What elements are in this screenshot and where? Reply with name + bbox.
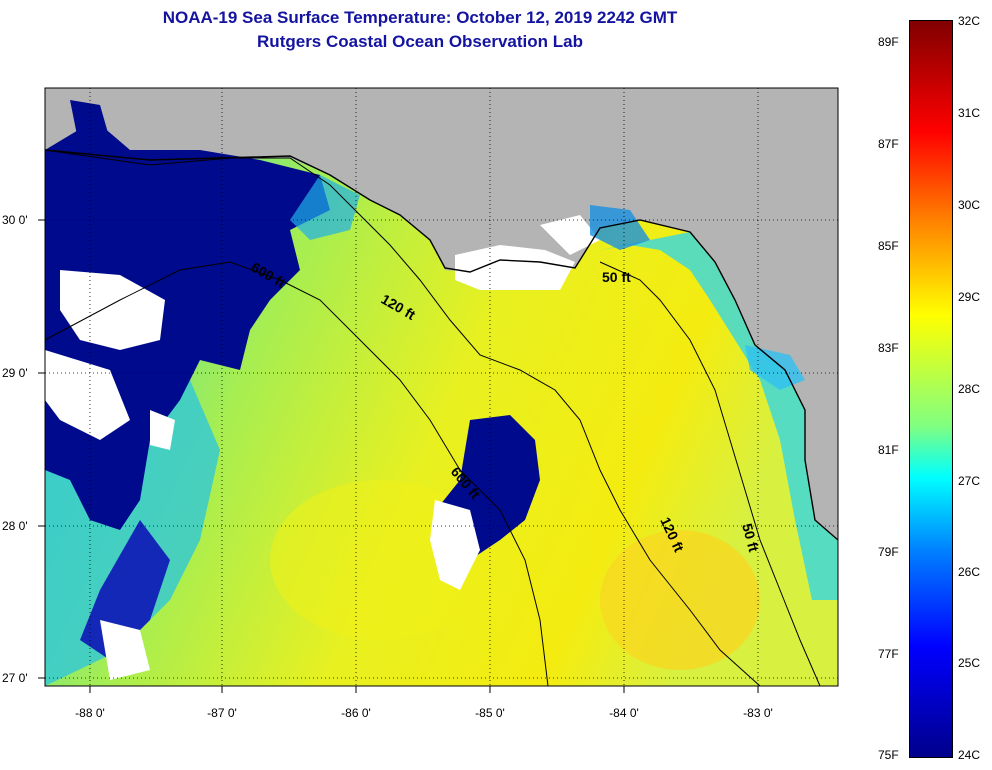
x-tick-label: -84 0' <box>609 706 639 720</box>
x-tick-label: -88 0' <box>75 706 105 720</box>
coastal-cool-water <box>600 232 838 600</box>
contour-label-50-north: 50 ft <box>602 269 631 285</box>
y-tick-label: 29 0' <box>2 366 28 380</box>
map-subtitle: Rutgers Coastal Ocean Observation Lab <box>257 32 583 51</box>
x-tick-label: -85 0' <box>475 706 505 720</box>
colorbar-f-label: 77F <box>878 647 899 661</box>
contour-120ft <box>45 149 761 686</box>
y-tick-label: 28 0' <box>2 519 28 533</box>
colorbar-c-label: 27C <box>958 474 981 488</box>
colorbar-c-label: 32C <box>958 14 981 28</box>
plot-frame <box>44 87 839 687</box>
x-tick-label: -83 0' <box>743 706 773 720</box>
colorbar-f-label: 85F <box>878 239 899 253</box>
map-title: NOAA-19 Sea Surface Temperature: October… <box>162 8 678 27</box>
warm-patch <box>600 530 760 670</box>
colorbar-f-label: 87F <box>878 137 899 151</box>
y-tick-label: 27 0' <box>2 671 28 685</box>
colorbar-c-label: 28C <box>958 382 981 396</box>
colorbar-c-label: 24C <box>958 748 981 762</box>
colorbar-c-label: 29C <box>958 290 981 304</box>
cloud-patch-west <box>60 270 165 350</box>
colorbar-c-label: 26C <box>958 565 981 579</box>
colorbar-f-label: 81F <box>878 443 899 457</box>
contour-50ft <box>599 261 821 686</box>
cloud-patch-coast <box>455 245 575 290</box>
contour-label-50-south: 50 ft <box>739 522 762 554</box>
colorbar-f-label: 83F <box>878 341 899 355</box>
x-tick-label: -87 0' <box>207 706 237 720</box>
coastline <box>45 149 838 541</box>
colorbar-c-label: 31C <box>958 106 981 120</box>
colorbar-f-label: 79F <box>878 545 899 559</box>
colorbar-f-label: 75F <box>878 748 899 762</box>
colorbar-c-label: 25C <box>958 656 981 670</box>
y-tick-label: 30 0' <box>2 213 28 227</box>
contour-600ft <box>45 261 549 686</box>
temperature-colorbar <box>909 20 953 758</box>
colorbar-c-label: 30C <box>958 198 981 212</box>
x-tick-label: -86 0' <box>341 706 371 720</box>
colorbar-f-label: 89F <box>878 35 899 49</box>
